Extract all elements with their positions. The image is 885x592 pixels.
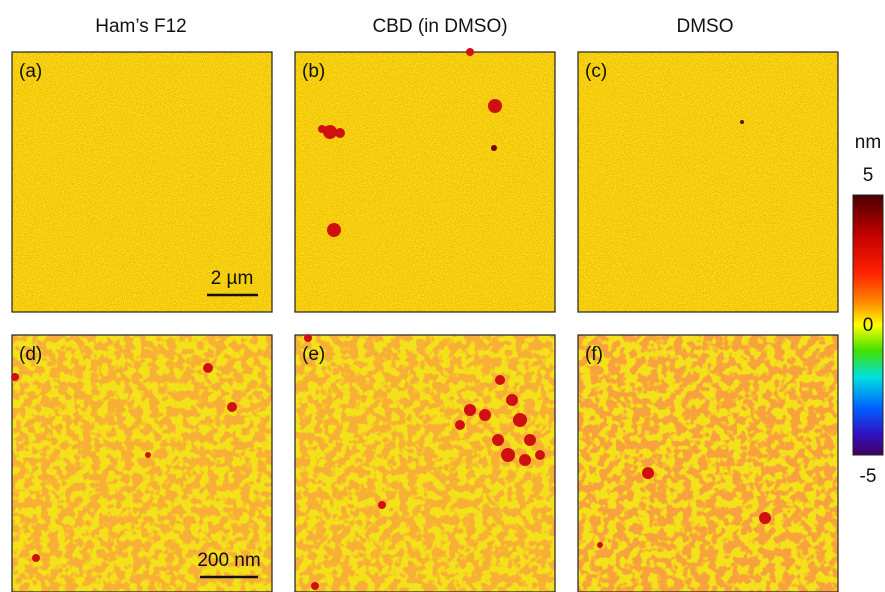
column-title: CBD (in DMSO) bbox=[372, 16, 507, 37]
panel-label: (d) bbox=[19, 344, 42, 365]
panel-frame bbox=[11, 51, 273, 313]
column-title: Ham’s F12 bbox=[95, 16, 187, 37]
colorbar-unit: nm bbox=[855, 132, 881, 153]
afm-texture bbox=[295, 52, 555, 312]
panel-label: (b) bbox=[302, 61, 325, 82]
column-title: DMSO bbox=[677, 16, 734, 37]
panel-frame bbox=[294, 51, 556, 313]
panels: (a) (b) (c) (d) (e) (f) bbox=[11, 51, 839, 592]
panel-label: (c) bbox=[585, 61, 607, 82]
colorbar-tick: -5 bbox=[860, 466, 877, 487]
afm-texture bbox=[12, 335, 272, 592]
panel-label: (a) bbox=[19, 61, 42, 82]
panel-label: (f) bbox=[585, 344, 603, 365]
afm-texture bbox=[578, 335, 838, 592]
panel-label: (e) bbox=[302, 344, 325, 365]
panel-frame bbox=[11, 334, 273, 592]
colorbar-tick: 0 bbox=[863, 315, 874, 336]
panel-frame bbox=[577, 51, 839, 313]
scale-bar-label: 2 µm bbox=[211, 268, 254, 289]
afm-texture bbox=[295, 335, 555, 592]
panel-frame bbox=[577, 334, 839, 592]
colorbar-tick: 5 bbox=[863, 165, 874, 186]
scale-bar-label: 200 nm bbox=[197, 550, 260, 571]
colorbar: nm 5 0 -5 bbox=[852, 132, 884, 487]
panel-frame bbox=[294, 334, 556, 592]
afm-texture bbox=[12, 52, 272, 312]
blobs bbox=[11, 48, 771, 590]
scale-bar: 2 µm 200 nm bbox=[197, 268, 261, 579]
afm-texture bbox=[578, 52, 838, 312]
